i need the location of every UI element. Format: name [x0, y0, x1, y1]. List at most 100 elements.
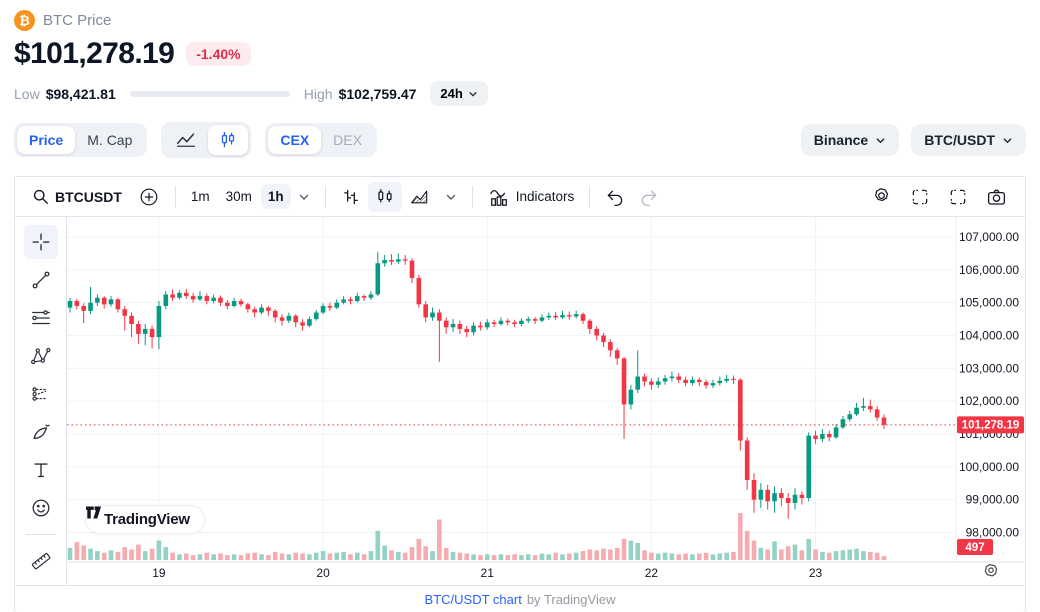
- symbol-search-button[interactable]: BTCUSDT: [23, 183, 131, 210]
- svg-text:99,000.00: 99,000.00: [966, 493, 1020, 507]
- high-label: High: [303, 85, 333, 102]
- camera-icon: [986, 187, 1007, 207]
- svg-text:105,000.00: 105,000.00: [959, 296, 1019, 310]
- plus-circle-icon: [138, 186, 160, 208]
- redo-button[interactable]: [632, 183, 666, 211]
- tv-toolbar: BTCUSDT 1m 30m 1h: [15, 177, 1025, 217]
- svg-text:497: 497: [965, 542, 984, 554]
- high-value: $102,759.47: [338, 85, 417, 102]
- indicators-icon: [488, 187, 510, 207]
- drawing-tools-sidebar: [15, 217, 67, 585]
- tab-dex[interactable]: DEX: [321, 126, 374, 154]
- pair-value: BTC/USDT: [924, 132, 995, 148]
- toolbar-divider: [471, 185, 473, 208]
- svg-text:102,000.00: 102,000.00: [959, 394, 1019, 408]
- style-menu-button[interactable]: [438, 186, 464, 208]
- expand-button[interactable]: [942, 182, 974, 212]
- gear-icon: [871, 186, 892, 207]
- interval-1h-button[interactable]: 1h: [260, 184, 291, 209]
- svg-text:21: 21: [481, 566, 495, 580]
- chevron-down-icon: [298, 191, 310, 203]
- coin-label: BTC Price: [43, 12, 112, 29]
- redo-icon: [639, 188, 659, 206]
- undo-button[interactable]: [598, 183, 632, 211]
- tab-price[interactable]: Price: [17, 126, 76, 154]
- ruler-tool-icon[interactable]: [24, 544, 58, 578]
- pair-dropdown[interactable]: BTC/USDT: [911, 124, 1026, 156]
- price-chart-canvas[interactable]: 107,000.00 106,000.00 105,000.00 104,000.00…: [67, 217, 1025, 585]
- chevron-down-icon: [875, 135, 886, 146]
- projection-tool-icon[interactable]: [24, 377, 58, 411]
- interval-1m-button[interactable]: 1m: [184, 184, 217, 209]
- interval-30m-button[interactable]: 30m: [219, 184, 259, 209]
- svg-text:100,000.00: 100,000.00: [959, 460, 1019, 474]
- exchange-dropdown[interactable]: Binance: [800, 124, 900, 156]
- indicators-label: Indicators: [515, 189, 575, 204]
- area-style-icon[interactable]: [402, 182, 438, 212]
- price-change-badge: -1.40%: [186, 42, 251, 66]
- trend-line-tool-icon[interactable]: [24, 263, 58, 297]
- emoji-tool-icon[interactable]: [24, 491, 58, 525]
- chart-type-toggle: [161, 122, 252, 158]
- svg-text:23: 23: [809, 566, 823, 580]
- toolbar-divider: [589, 185, 591, 208]
- fullscreen-button[interactable]: [904, 182, 936, 212]
- tradingview-watermark[interactable]: TradingView: [85, 505, 205, 534]
- snapshot-button[interactable]: [980, 182, 1013, 212]
- current-price: $101,278.19: [14, 37, 175, 70]
- tab-mcap[interactable]: M. Cap: [75, 126, 144, 154]
- chart-settings-button[interactable]: [865, 181, 898, 212]
- chart-link[interactable]: BTC/USDT chart: [424, 591, 522, 607]
- toolbar-divider: [324, 185, 326, 208]
- text-tool-icon[interactable]: [24, 453, 58, 487]
- low-value: $98,421.81: [45, 85, 116, 102]
- sidebar-divider: [25, 534, 56, 535]
- candles-style-icon[interactable]: [367, 181, 402, 212]
- tab-cex[interactable]: CEX: [268, 126, 322, 154]
- chevron-down-icon: [468, 89, 478, 99]
- svg-text:107,000.00: 107,000.00: [959, 230, 1019, 244]
- undo-icon: [605, 188, 625, 206]
- toolbar-divider: [174, 185, 176, 208]
- bars-style-icon[interactable]: [334, 182, 368, 212]
- chevron-down-icon: [1002, 135, 1013, 146]
- horizontal-lines-tool-icon[interactable]: [24, 301, 58, 335]
- svg-text:101,278.19: 101,278.19: [962, 420, 1020, 432]
- interval-menu-button[interactable]: [291, 186, 317, 208]
- chart-byline: by TradingView: [526, 591, 616, 607]
- chevron-down-icon: [445, 191, 457, 203]
- chart-controls: Price M. Cap CEX DEX Binance BTC/USDT: [14, 122, 1026, 158]
- period-value: 24h: [440, 86, 463, 101]
- expand-icon: [948, 187, 968, 207]
- svg-text:20: 20: [316, 566, 330, 580]
- exchange-value: Binance: [813, 132, 869, 148]
- bitcoin-icon: ₿: [14, 10, 35, 31]
- period-dropdown[interactable]: 24h: [430, 81, 488, 106]
- indicators-button[interactable]: Indicators: [481, 182, 582, 212]
- svg-text:104,000.00: 104,000.00: [959, 328, 1019, 342]
- svg-text:98,000.00: 98,000.00: [966, 525, 1020, 539]
- search-icon: [32, 188, 49, 205]
- watermark-label: TradingView: [104, 511, 190, 528]
- cex-dex-toggle: CEX DEX: [265, 123, 377, 157]
- fullscreen-icon: [910, 187, 930, 207]
- tradingview-widget: BTCUSDT 1m 30m 1h: [14, 176, 1026, 612]
- line-chart-icon[interactable]: [164, 125, 208, 155]
- price-header: ₿ BTC Price $101,278.19 -1.40% Low $98,4…: [14, 10, 1026, 106]
- price-mcap-toggle: Price M. Cap: [14, 123, 148, 157]
- candlestick-chart-icon[interactable]: [208, 125, 249, 155]
- range-progress: [129, 90, 290, 97]
- compare-add-button[interactable]: [131, 181, 167, 213]
- svg-text:22: 22: [645, 566, 659, 580]
- symbol-name: BTCUSDT: [55, 188, 122, 205]
- chart-area[interactable]: 107,000.00 106,000.00 105,000.00 104,000.00…: [67, 217, 1025, 585]
- svg-text:19: 19: [152, 566, 166, 580]
- brush-tool-icon[interactable]: [24, 415, 58, 449]
- svg-text:106,000.00: 106,000.00: [959, 263, 1019, 277]
- svg-text:103,000.00: 103,000.00: [959, 361, 1019, 375]
- xabcd-pattern-tool-icon[interactable]: [24, 339, 58, 373]
- interval-group: 1m 30m 1h: [184, 184, 291, 209]
- low-label: Low: [14, 85, 40, 102]
- crosshair-tool-icon[interactable]: [23, 225, 58, 259]
- tv-attribution: BTC/USDT chart by TradingView: [15, 585, 1025, 612]
